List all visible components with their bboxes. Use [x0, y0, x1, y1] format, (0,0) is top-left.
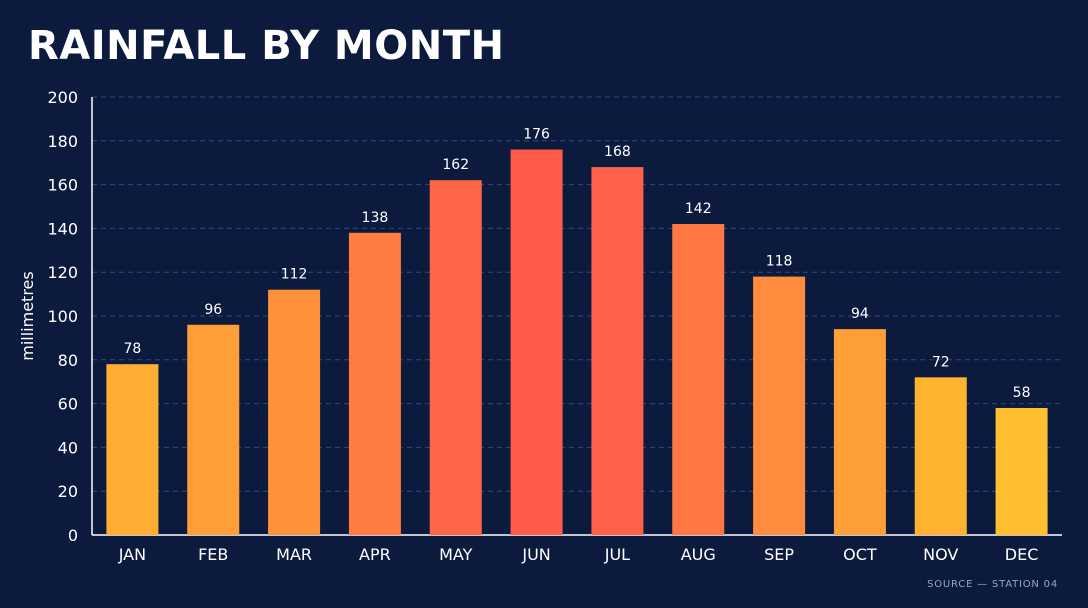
y-tick-label: 180 — [47, 132, 78, 151]
bar-sep — [753, 276, 806, 535]
y-tick-label: 20 — [58, 482, 78, 501]
bar-apr — [348, 232, 401, 535]
bar-jun — [510, 149, 563, 535]
x-tick-label: AUG — [681, 545, 716, 564]
y-tick-label: 0 — [68, 526, 78, 545]
y-tick-label: 160 — [47, 176, 78, 195]
bar-value-label: 78 — [124, 341, 142, 357]
x-tick-label: FEB — [198, 545, 228, 564]
bar-value-label: 72 — [932, 354, 950, 370]
bar-aug — [672, 224, 725, 535]
bar-jan — [106, 364, 159, 535]
x-tick-label: JAN — [118, 545, 146, 564]
y-tick-label: 80 — [58, 351, 78, 370]
x-tick-label: OCT — [843, 545, 877, 564]
chart-title: RAINFALL BY MONTH — [28, 23, 505, 69]
bar-dec — [995, 407, 1048, 535]
bar-value-label: 176 — [523, 127, 550, 143]
y-axis-title: millimetres — [18, 271, 37, 360]
x-tick-label: MAR — [276, 545, 312, 564]
bar-value-label: 138 — [362, 210, 389, 226]
y-tick-label: 140 — [47, 219, 78, 238]
x-tick-label: JUL — [604, 545, 630, 564]
bar-jul — [591, 167, 644, 535]
bar-value-label: 58 — [1013, 385, 1031, 401]
y-tick-label: 200 — [47, 88, 78, 107]
bar-value-label: 162 — [442, 157, 469, 173]
bar-feb — [187, 324, 240, 535]
x-tick-label: JUN — [521, 545, 550, 564]
x-tick-label: APR — [359, 545, 391, 564]
y-tick-label: 120 — [47, 263, 78, 282]
x-tick-label: NOV — [923, 545, 958, 564]
bar-nov — [914, 377, 967, 535]
bar-oct — [833, 329, 886, 535]
bar-value-label: 142 — [685, 201, 712, 217]
source-note: SOURCE — STATION 04 — [927, 579, 1058, 590]
bar-mar — [268, 289, 321, 535]
y-tick-label: 60 — [58, 395, 78, 414]
x-tick-label: MAY — [439, 545, 473, 564]
bar-may — [429, 180, 482, 535]
bar-value-label: 118 — [766, 254, 793, 270]
y-tick-label: 40 — [58, 438, 78, 457]
x-tick-label: SEP — [764, 545, 794, 564]
bar-value-label: 96 — [204, 302, 222, 318]
y-tick-label: 100 — [47, 307, 78, 326]
bar-value-label: 112 — [281, 267, 308, 283]
bar-value-label: 168 — [604, 144, 631, 160]
x-tick-label: DEC — [1005, 545, 1039, 564]
bar-value-label: 94 — [851, 306, 869, 322]
